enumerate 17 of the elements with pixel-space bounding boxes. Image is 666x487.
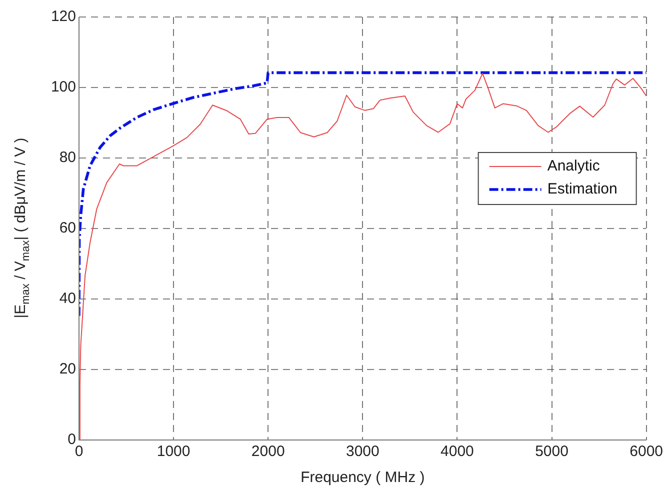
y-tick-label: 80	[59, 149, 76, 166]
x-tick-label: 1000	[156, 443, 190, 460]
x-tick-label: 3000	[346, 443, 380, 460]
x-tick-label: 4000	[440, 443, 474, 460]
x-tick-label: 5000	[535, 443, 568, 460]
x-axis-title: Frequency ( MHz )	[300, 469, 425, 486]
x-tick-label: 2000	[251, 443, 285, 460]
legend-label: Estimation	[547, 180, 618, 198]
y-tick-label: 120	[50, 8, 76, 26]
y-tick-label: 20	[59, 360, 76, 378]
line-series	[79, 71, 646, 318]
y-tick-label: 60	[59, 220, 76, 237]
y-tick-label: 100	[50, 78, 76, 96]
y-tick-label: 40	[59, 290, 76, 308]
x-tick-label: 6000	[630, 443, 664, 460]
y-tick-label: 0	[68, 431, 76, 448]
legend-label: Analytic	[547, 158, 600, 175]
